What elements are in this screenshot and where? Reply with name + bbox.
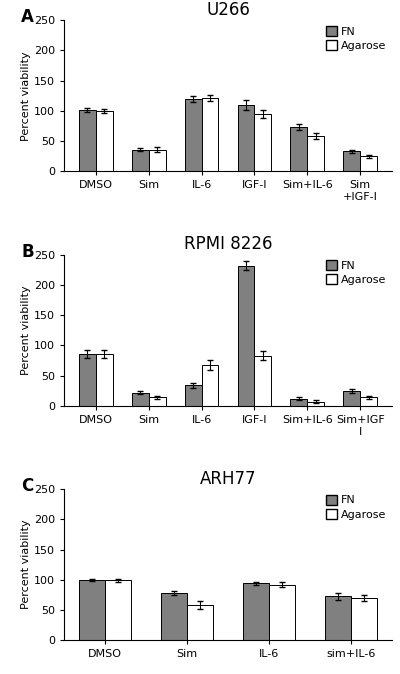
- Bar: [290, 398, 307, 406]
- Bar: [132, 150, 149, 171]
- Bar: [149, 150, 166, 171]
- Bar: [290, 127, 307, 171]
- Bar: [96, 111, 113, 171]
- Bar: [161, 593, 187, 640]
- Y-axis label: Percent viability: Percent viability: [21, 286, 31, 375]
- Text: C: C: [21, 477, 34, 495]
- Bar: [343, 152, 360, 171]
- Bar: [79, 580, 105, 640]
- Bar: [238, 266, 254, 406]
- Title: ARH77: ARH77: [200, 470, 256, 487]
- Bar: [79, 354, 96, 406]
- Text: B: B: [21, 243, 34, 261]
- Y-axis label: Percent viability: Percent viability: [21, 51, 31, 141]
- Bar: [243, 584, 269, 640]
- Bar: [149, 398, 166, 406]
- Bar: [343, 391, 360, 406]
- Y-axis label: Percent viability: Percent viability: [21, 520, 31, 609]
- Legend: FN, Agarose: FN, Agarose: [326, 26, 386, 51]
- Bar: [269, 584, 295, 640]
- Text: A: A: [21, 8, 34, 26]
- Bar: [202, 365, 218, 406]
- Bar: [79, 110, 96, 171]
- Bar: [187, 605, 213, 640]
- Bar: [307, 402, 324, 406]
- Bar: [132, 392, 149, 406]
- Bar: [238, 105, 254, 171]
- Bar: [185, 99, 202, 171]
- Bar: [105, 580, 131, 640]
- Title: U266: U266: [206, 1, 250, 19]
- Bar: [96, 354, 113, 406]
- Bar: [360, 398, 377, 406]
- Bar: [202, 98, 218, 171]
- Bar: [254, 356, 271, 406]
- Legend: FN, Agarose: FN, Agarose: [326, 495, 386, 520]
- Bar: [307, 136, 324, 171]
- Bar: [254, 114, 271, 171]
- Bar: [185, 386, 202, 406]
- Title: RPMI 8226: RPMI 8226: [184, 235, 272, 253]
- Legend: FN, Agarose: FN, Agarose: [326, 260, 386, 285]
- Bar: [351, 598, 377, 640]
- Bar: [325, 596, 351, 640]
- Bar: [360, 156, 377, 171]
